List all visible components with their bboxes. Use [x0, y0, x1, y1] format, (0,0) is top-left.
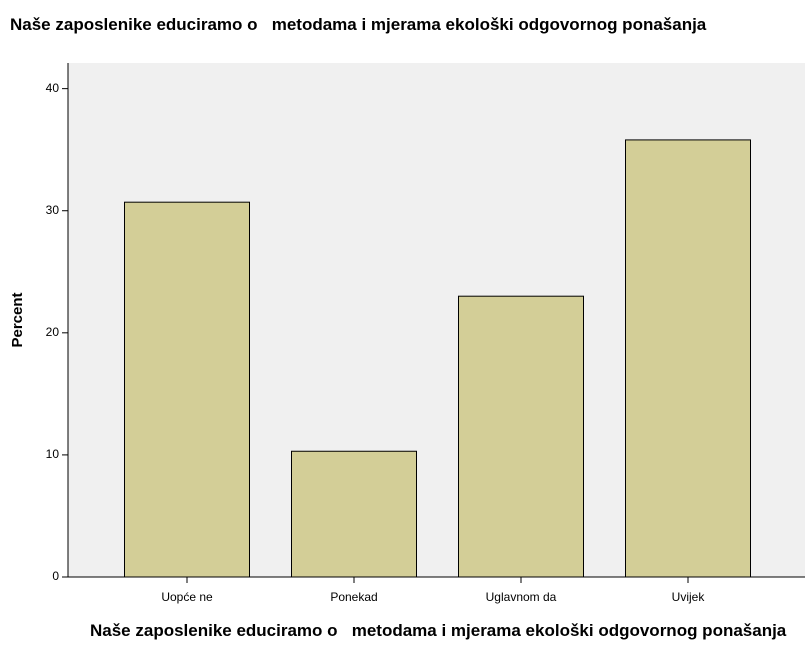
x-tick-label: Ponekad [330, 590, 377, 604]
bar [291, 450, 417, 578]
y-tick-label: 10 [46, 447, 60, 461]
bar [458, 295, 584, 578]
x-axis-label: Naše zaposlenike educiramo o metodama i … [90, 621, 787, 640]
bar [625, 139, 751, 578]
x-tick-label: Uvijek [672, 590, 706, 604]
x-tick-label: Uopće ne [161, 590, 213, 604]
y-tick-label: 40 [46, 81, 60, 95]
x-tick-label: Uglavnom da [486, 590, 557, 604]
y-tick-label: 0 [52, 569, 59, 583]
y-tick-label: 30 [46, 203, 60, 217]
chart-title: Naše zaposlenike educiramo o metodama i … [10, 15, 707, 34]
y-axis-label: Percent [9, 292, 26, 347]
y-tick-label: 20 [46, 325, 60, 339]
bar [124, 201, 250, 578]
